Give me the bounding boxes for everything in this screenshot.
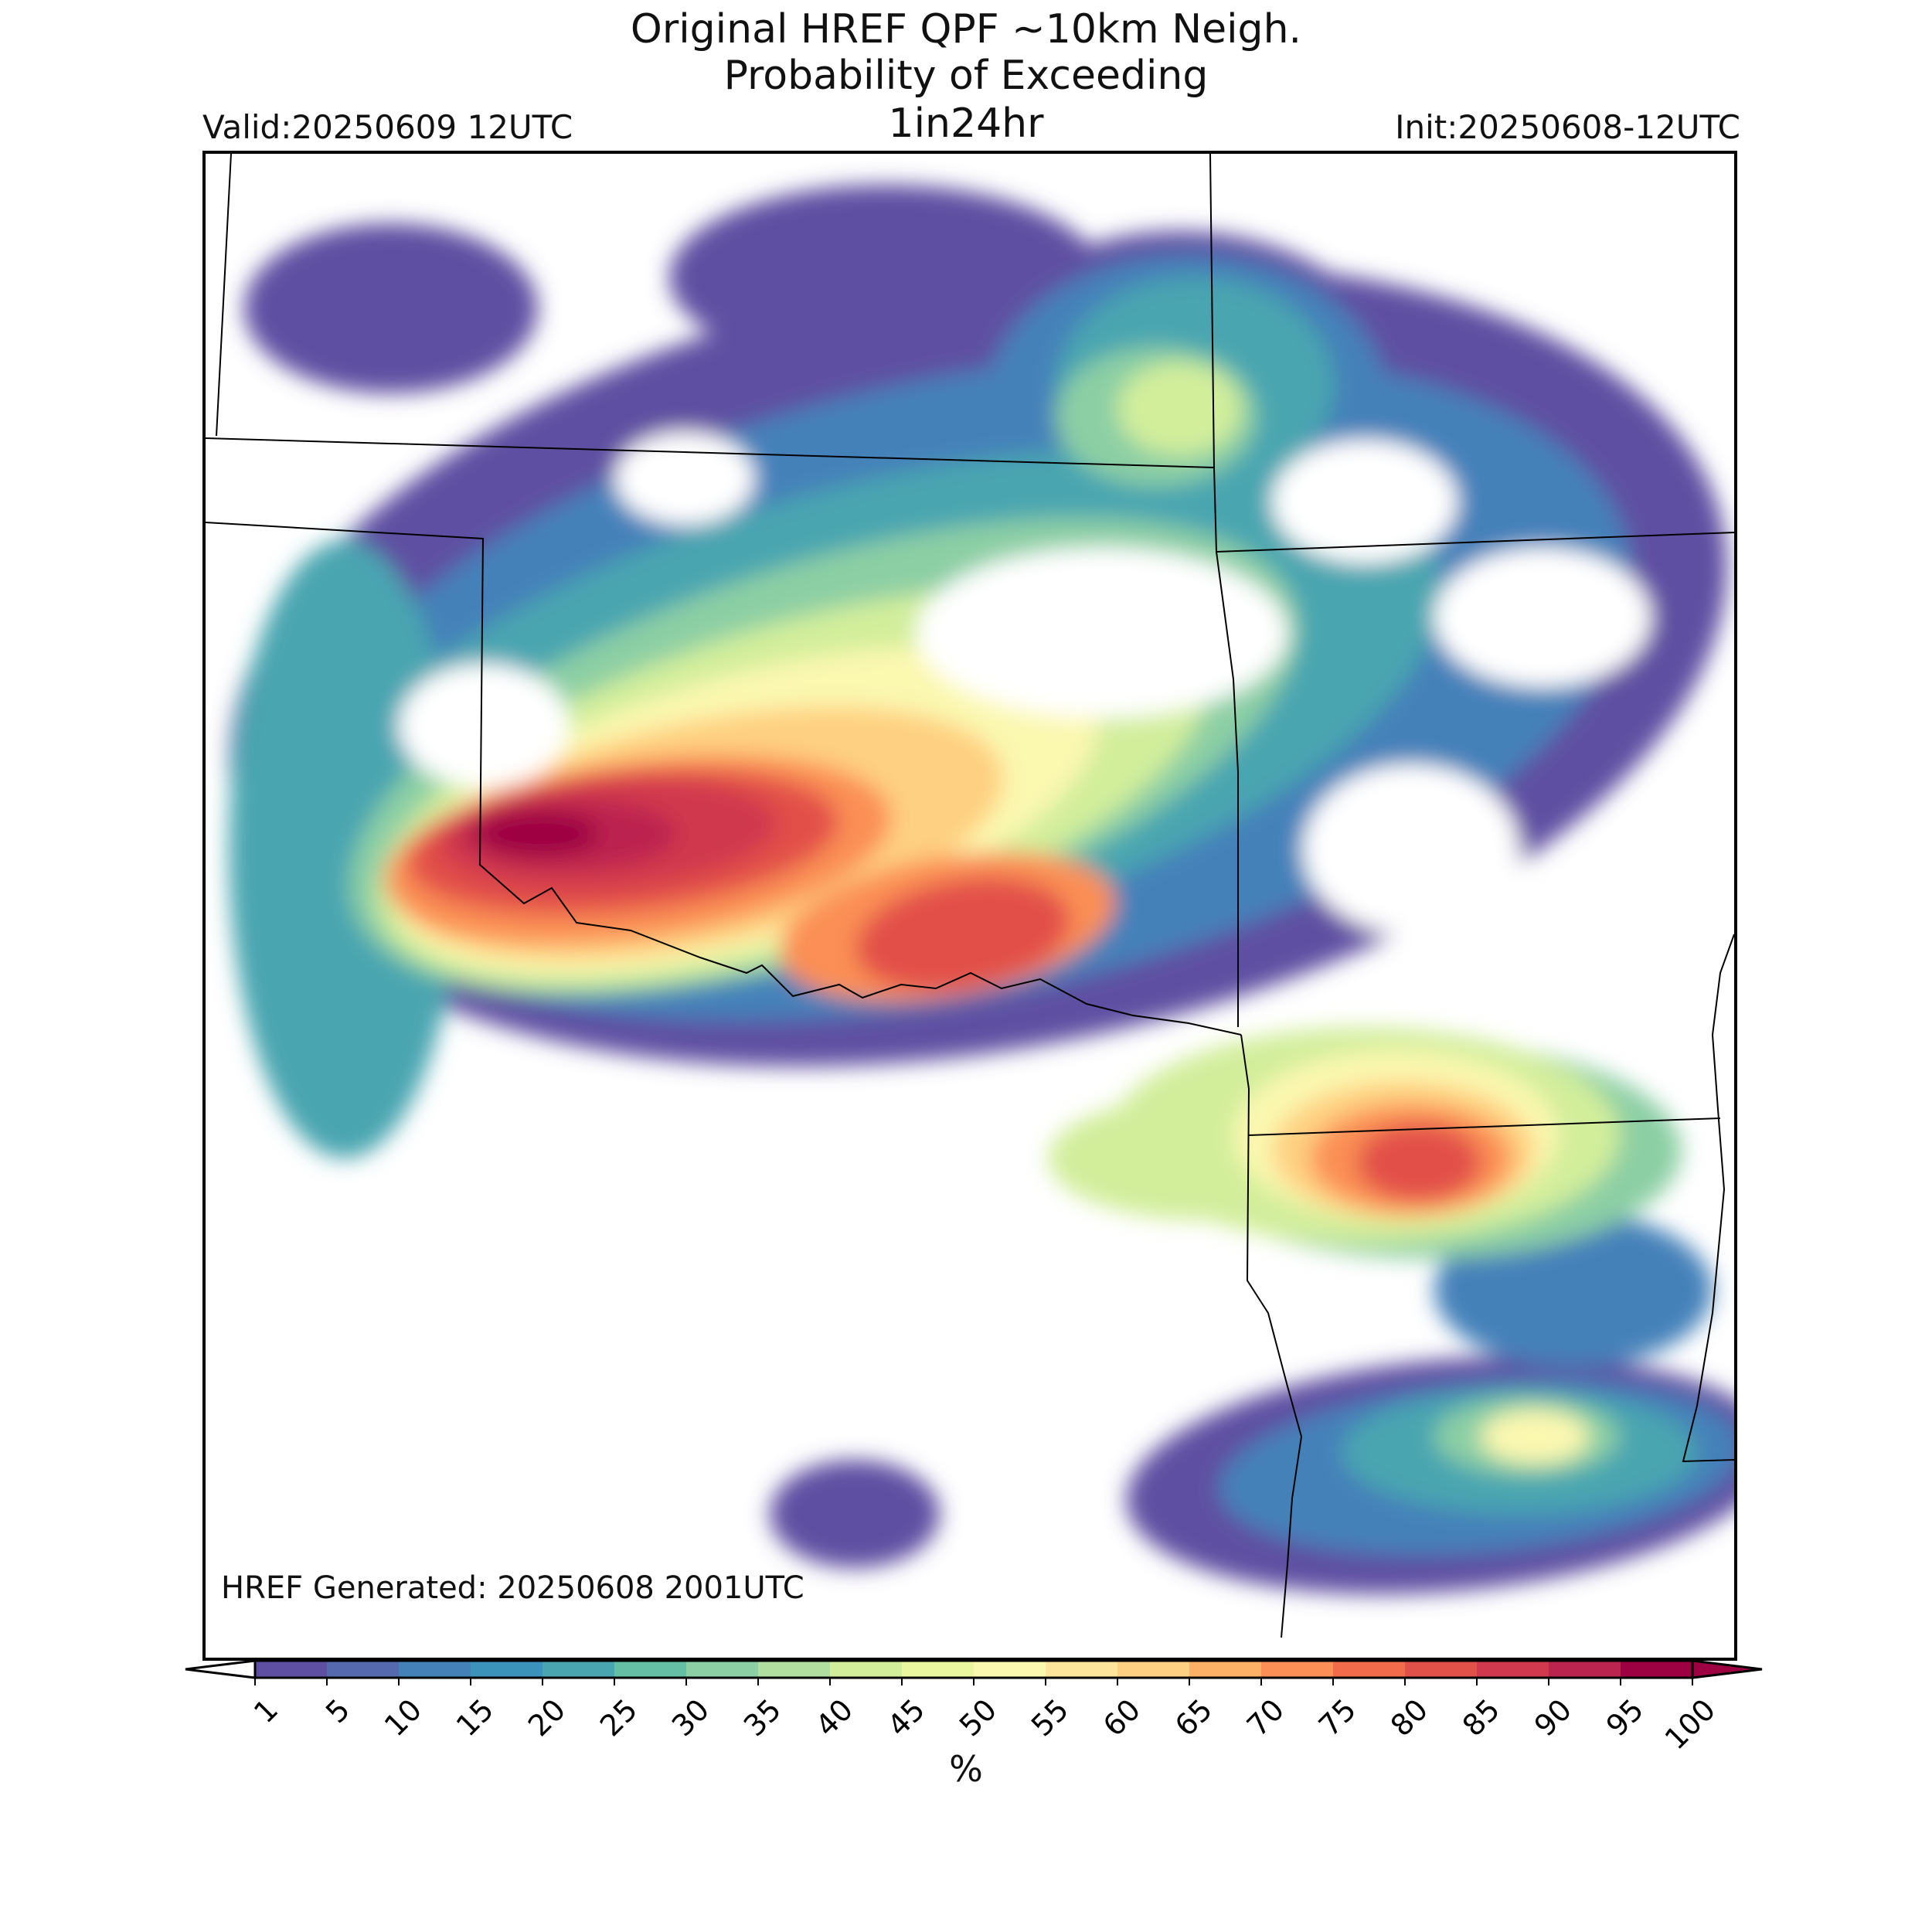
probability-contour: [1357, 1124, 1481, 1201]
probability-map: [206, 154, 1734, 1638]
colorbar-tick-label: 15: [450, 1692, 500, 1743]
probability-contour: [669, 185, 1102, 370]
colorbar-swatch: [327, 1661, 400, 1678]
state-border: [206, 522, 1242, 1036]
colorbar-tick-label: 40: [809, 1692, 859, 1743]
colorbar-swatch: [1189, 1661, 1262, 1678]
colorbar-swatch: [758, 1661, 831, 1678]
probability-contour: [1117, 362, 1241, 455]
no-precip-area: [399, 664, 569, 787]
chart-title-line-1: Original HREF QPF ~10km Neigh.: [630, 6, 1302, 53]
state-border: [1209, 154, 1239, 1027]
colorbar-extend-min: [185, 1659, 257, 1679]
colorbar-frame: [253, 1659, 1694, 1679]
colorbar-swatch: [614, 1661, 687, 1678]
valid-time-label: Valid:20250609 12UTC: [202, 108, 573, 146]
probability-contour: [229, 540, 461, 1158]
colorbar-tick-label: 80: [1384, 1692, 1434, 1743]
colorbar-swatch: [1046, 1661, 1118, 1678]
colorbar-tick-label: 35: [737, 1692, 787, 1743]
state-border: [1248, 1117, 1721, 1136]
probability-contour: [770, 1460, 940, 1568]
colorbar-tick-label: 25: [594, 1692, 644, 1743]
colorbar-tick-label: 10: [378, 1692, 428, 1743]
no-precip-area: [917, 548, 1287, 718]
colorbar-swatch: [1549, 1661, 1621, 1678]
colorbar-tick-label: 60: [1097, 1692, 1147, 1743]
colorbar-tick-label: 85: [1456, 1692, 1506, 1743]
colorbar-swatch: [686, 1661, 759, 1678]
map-panel[interactable]: HREF Generated: 20250608 2001UTC: [202, 151, 1737, 1661]
state-border: [1682, 934, 1734, 1463]
colorbar-extend-max: [1691, 1659, 1763, 1679]
probability-contour: [1481, 1410, 1589, 1464]
colorbar-swatch: [974, 1661, 1046, 1678]
no-precip-area: [1303, 764, 1519, 934]
colorbar-tick-label: 100: [1658, 1692, 1722, 1756]
colorbar-tick-label: 1: [247, 1692, 284, 1730]
chart-title-line-3: 1in24hr: [888, 100, 1044, 147]
no-precip-area: [1272, 440, 1458, 563]
colorbar-tick-label: 70: [1240, 1692, 1291, 1743]
state-border: [216, 154, 232, 437]
chart-title-line-2: Probability of Exceeding: [723, 53, 1209, 99]
probability-contour: [244, 223, 538, 393]
colorbar-tick-label: 20: [522, 1692, 572, 1743]
colorbar-swatch: [255, 1661, 328, 1678]
colorbar-swatch: [1477, 1661, 1549, 1678]
colorbar-tick-label: 30: [665, 1692, 716, 1743]
colorbar-swatch: [830, 1661, 903, 1678]
probability-contour: [947, 911, 1056, 973]
colorbar-swatch: [543, 1661, 615, 1678]
colorbar-swatch: [399, 1661, 471, 1678]
generated-timestamp: HREF Generated: 20250608 2001UTC: [221, 1570, 804, 1606]
colorbar-tick-label: 55: [1025, 1692, 1075, 1743]
colorbar-swatch: [471, 1661, 543, 1678]
state-border: [1216, 532, 1734, 553]
colorbar-tick-label: 50: [953, 1692, 1003, 1743]
colorbar-label: %: [949, 1748, 983, 1790]
no-precip-area: [615, 432, 754, 525]
colorbar-swatch: [1261, 1661, 1334, 1678]
colorbar-tick-label: 45: [881, 1692, 931, 1743]
no-precip-area: [1434, 548, 1651, 687]
probability-contour: [476, 811, 600, 857]
colorbar-tick-label: 75: [1312, 1692, 1362, 1743]
state-border: [1240, 1034, 1303, 1638]
colorbar-swatch: [1333, 1661, 1406, 1678]
colorbar-swatch: [1405, 1661, 1478, 1678]
colorbar-tick-label: 5: [319, 1692, 356, 1730]
colorbar-swatch: [1621, 1661, 1693, 1678]
init-time-label: Init:20250608-12UTC: [1395, 108, 1740, 146]
colorbar-tick-label: 90: [1528, 1692, 1578, 1743]
colorbar-swatch: [1117, 1661, 1190, 1678]
state-border: [206, 437, 1215, 468]
colorbar-tick-label: 95: [1600, 1692, 1650, 1743]
colorbar-tick-label: 65: [1168, 1692, 1219, 1743]
colorbar-swatch: [902, 1661, 975, 1678]
